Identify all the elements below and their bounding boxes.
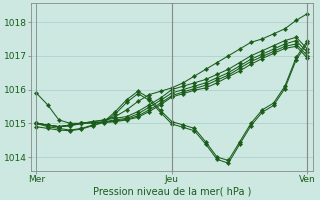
X-axis label: Pression niveau de la mer( hPa ): Pression niveau de la mer( hPa ) [93,187,251,197]
